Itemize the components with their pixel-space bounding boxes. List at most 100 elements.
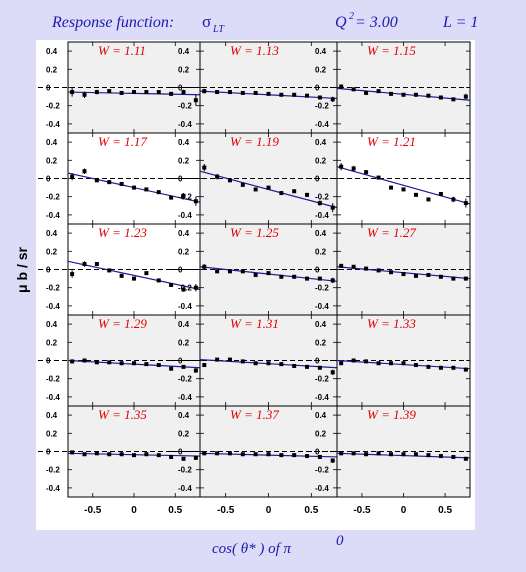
data-point [266,91,271,96]
w-label: W = 1.33 [367,316,416,331]
data-point [389,185,394,190]
y-tick-label: 0.4 [178,138,190,147]
data-point [376,361,381,366]
data-point [266,271,271,276]
data-point [156,90,161,95]
data-point [94,90,99,95]
y-tick-label: -0.2 [178,375,192,384]
data-point [227,269,232,274]
data-point [376,89,381,94]
data-point [181,287,186,292]
data-point [330,97,335,102]
data-point [438,274,443,279]
y-tick-label: 0.2 [178,156,190,165]
data-point [364,359,369,364]
data-point [144,271,149,276]
y-tick-label: -0.2 [46,102,60,111]
x-tick-label: 0 [266,505,272,516]
data-point [279,92,284,97]
data-point [438,191,443,196]
data-point [94,360,99,365]
x-tick-label: 0.5 [168,505,182,516]
data-point [463,276,468,281]
data-point [389,270,394,275]
data-point [364,266,369,271]
data-point [132,453,136,458]
y-tick-label: -0.4 [46,120,60,129]
data-point [426,93,431,98]
data-point [215,269,220,274]
data-point [94,451,99,456]
data-point [240,90,245,95]
q2-superscript: 2 [349,11,354,22]
data-point [119,361,124,366]
data-point [144,187,149,192]
data-point [202,264,207,269]
data-point [82,262,87,267]
y-tick-label: 0.2 [46,429,58,438]
y-tick-label: 0.2 [46,247,58,256]
data-point [305,276,310,281]
y-tick-label: -0.4 [315,120,329,129]
y-tick-label: -0.4 [315,302,329,311]
data-point [193,368,198,373]
y-tick-label: 0.4 [315,320,327,329]
x-tick-label: -0.5 [217,505,235,516]
data-point [364,90,369,95]
y-tick-label: 0.2 [178,247,190,256]
data-point [193,285,198,290]
data-point [70,272,75,277]
q2-value: = 3.00 [355,14,398,31]
w-label: W = 1.35 [98,407,147,422]
y-tick-label: 0.2 [46,65,58,74]
data-point [389,452,394,457]
y-tick-label: -0.2 [178,284,192,293]
data-point [156,190,161,195]
data-point [305,93,310,98]
data-point [401,361,406,366]
data-point [156,453,161,458]
data-point [426,364,431,369]
data-point [351,87,356,92]
data-point [193,199,198,204]
data-point [82,92,87,97]
data-point [339,451,344,456]
data-point [351,358,356,363]
data-point [317,201,322,206]
data-point [426,453,431,458]
data-point [70,450,75,455]
y-tick-label: 0.4 [46,47,58,56]
data-point [317,276,322,281]
data-point [426,197,431,202]
data-point [401,92,406,97]
data-point [132,361,136,366]
data-point [292,453,297,458]
y-tick-label: -0.2 [46,193,60,202]
w-label: W = 1.21 [367,134,416,149]
y-tick-label: -0.4 [178,120,192,129]
data-point [330,205,335,210]
data-point [292,92,297,97]
data-point [156,278,161,283]
data-point [132,276,136,281]
data-point [463,456,468,461]
y-tick-label: -0.4 [315,393,329,402]
y-tick-label: 0.2 [46,156,58,165]
response-label: Response function: [51,14,174,31]
data-point [438,365,443,370]
w-label: W = 1.13 [230,43,279,58]
data-point [253,90,258,95]
data-point [215,174,220,179]
w-label: W = 1.11 [98,43,146,58]
y-tick-label: 0.2 [315,65,327,74]
y-tick-label: 0.4 [315,229,327,238]
data-point [389,91,394,96]
panel: 0.40.20-0.2-0.4W = 1.21 [307,132,471,225]
data-point [364,170,369,175]
data-point [169,454,174,459]
fit-line [336,166,471,205]
data-point [119,90,124,95]
data-point [227,357,232,362]
y-tick-label: -0.2 [46,466,60,475]
y-tick-label: 0.4 [315,138,327,147]
